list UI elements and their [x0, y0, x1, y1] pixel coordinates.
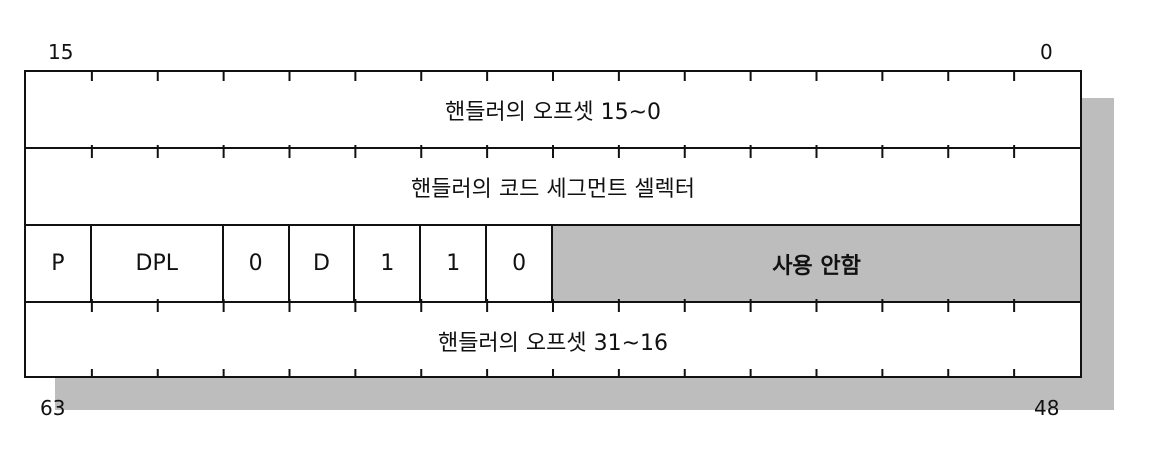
- field-6: 0: [487, 226, 553, 301]
- field-1: DPL: [92, 226, 224, 301]
- field-3: D: [290, 226, 356, 301]
- field-5-label: 1: [446, 251, 461, 276]
- bit-label-63: 63: [40, 396, 66, 420]
- field-7-label: 사용 안함: [772, 253, 861, 279]
- row-offset-low-label: 핸들러의 오프셋 15~0: [444, 99, 662, 125]
- bit-label-15: 15: [48, 40, 74, 64]
- field-4-label: 1: [380, 251, 395, 276]
- field-7: 사용 안함: [553, 226, 1080, 301]
- field-0-label: P: [51, 251, 65, 276]
- field-3-label: D: [312, 251, 330, 276]
- field-2-label: 0: [248, 251, 263, 276]
- gate-descriptor-diagram: 핸들러의 오프셋 15~0 핸들러의 코드 세그먼트 셀렉터 P DPL 0 D 1 1 0…: [24, 70, 1082, 378]
- row-code-segment-selector: 핸들러의 코드 세그먼트 셀렉터: [26, 149, 1080, 226]
- field-1-label: DPL: [135, 251, 178, 276]
- bit-label-0: 0: [1040, 40, 1053, 64]
- row-flags: P DPL 0 D 1 1 0 사용 안함: [26, 226, 1080, 303]
- row-offset-low: 핸들러의 오프셋 15~0: [26, 72, 1080, 149]
- row-offset-high: 핸들러의 오프셋 31~16: [26, 303, 1080, 378]
- bit-label-48: 48: [1034, 396, 1060, 420]
- row-code-segment-selector-label: 핸들러의 코드 세그먼트 셀렉터: [410, 176, 696, 202]
- field-6-label: 0: [512, 251, 527, 276]
- field-5: 1: [421, 226, 488, 301]
- row-offset-high-label: 핸들러의 오프셋 31~16: [437, 330, 669, 356]
- field-2: 0: [224, 226, 290, 301]
- field-0: P: [26, 226, 92, 301]
- field-4: 1: [355, 226, 422, 301]
